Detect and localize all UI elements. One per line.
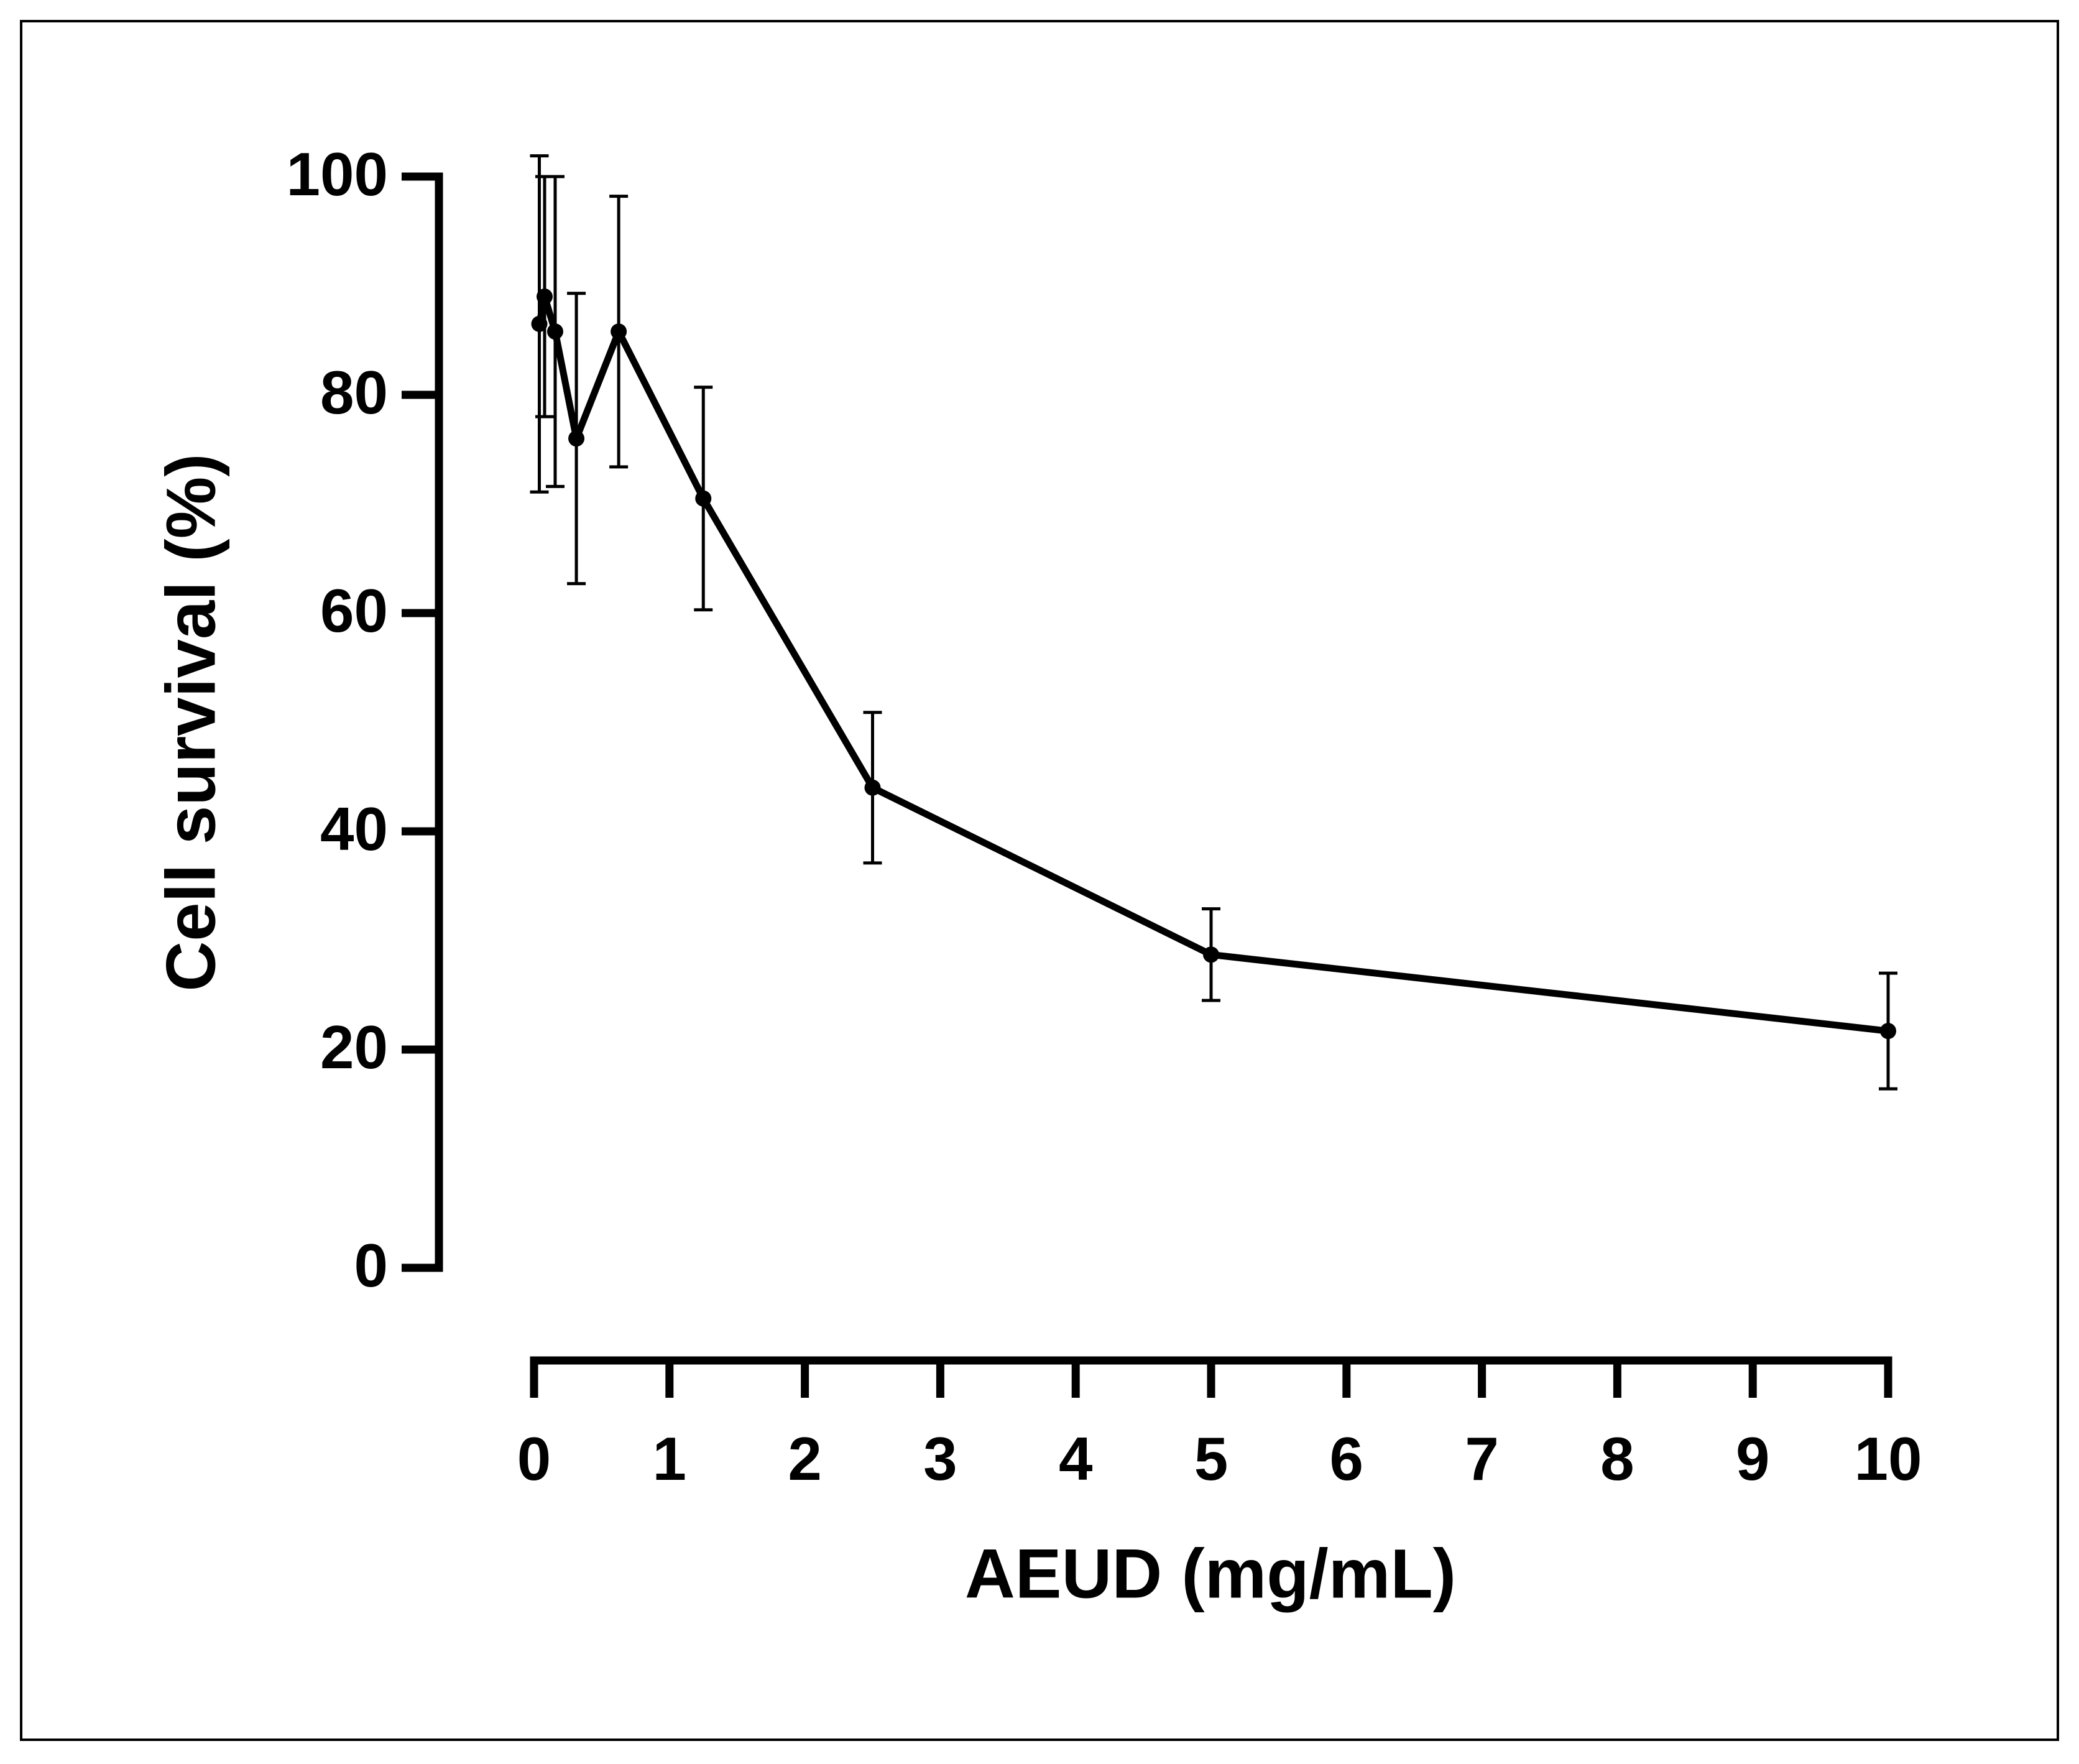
x-tick-label: 3 (923, 1425, 957, 1493)
y-tick-label: 40 (320, 795, 388, 863)
frame (20, 20, 2059, 1741)
data-point (611, 323, 627, 340)
data-point (546, 323, 563, 340)
x-tick-label: 6 (1330, 1425, 1364, 1493)
data-point (864, 779, 881, 796)
x-axis-title: AEUD (mg/mL) (965, 1535, 1456, 1613)
x-tick-label: 10 (1854, 1425, 1922, 1493)
data-point (695, 490, 712, 507)
data-point (1203, 946, 1219, 963)
x-tick-label: 5 (1194, 1425, 1228, 1493)
x-tick-label: 0 (517, 1425, 551, 1493)
x-tick-label: 8 (1600, 1425, 1634, 1493)
data-point (536, 289, 553, 305)
y-tick-label: 80 (320, 358, 388, 427)
x-tick-label: 7 (1465, 1425, 1499, 1493)
y-tick-label: 20 (320, 1013, 388, 1081)
x-tick-label: 9 (1736, 1425, 1770, 1493)
x-tick-label: 2 (788, 1425, 822, 1493)
x-tick-label: 4 (1059, 1425, 1093, 1493)
data-point (568, 430, 585, 447)
y-axis-title: Cell survival (%) (152, 453, 230, 991)
data-point (1880, 1023, 1896, 1040)
y-tick-label: 0 (354, 1231, 388, 1300)
y-tick-label: 100 (286, 140, 388, 208)
y-tick-label: 60 (320, 576, 388, 645)
x-tick-label: 1 (653, 1425, 687, 1493)
